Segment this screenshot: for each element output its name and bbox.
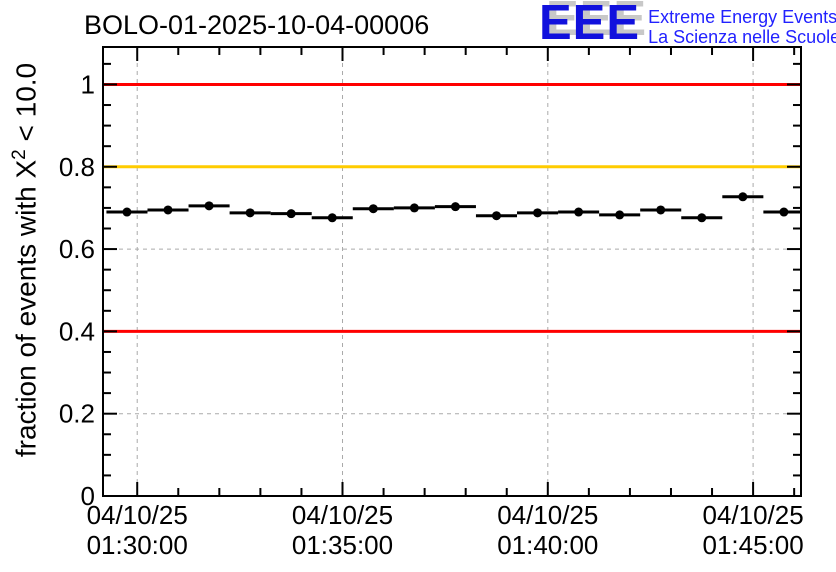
data-point [122, 207, 132, 217]
data-point [245, 208, 255, 218]
x-axis-tick-label-time: 01:40:00 [497, 530, 598, 560]
data-point [163, 205, 173, 215]
eee-logo: EEE Extreme Energy Events La Scienza nel… [539, 0, 836, 50]
logo-tagline-2: La Scienza nelle Scuole [648, 27, 836, 47]
data-point [204, 201, 214, 211]
data-point [533, 208, 543, 218]
data-point [409, 203, 419, 213]
y-axis-tick-label: 0.4 [59, 316, 95, 346]
x-axis-tick-label-date: 04/10/25 [87, 500, 188, 530]
x-axis-tick-label-time: 01:45:00 [702, 530, 803, 560]
data-point [327, 213, 337, 223]
x-axis-tick-label-time: 01:30:00 [87, 530, 188, 560]
x-axis-tick-label-date: 04/10/25 [292, 500, 393, 530]
data-point [697, 213, 707, 223]
y-axis-tick-label: 1 [81, 69, 95, 99]
data-point [286, 209, 296, 219]
data-point [615, 210, 625, 220]
data-point [656, 205, 666, 215]
logo-tagline-1: Extreme Energy Events [648, 7, 836, 27]
data-point [738, 192, 748, 202]
data-point [368, 204, 378, 214]
y-axis-tick-label: 0.2 [59, 399, 95, 429]
data-point [450, 202, 460, 212]
data-point [491, 211, 501, 221]
plot-frame [102, 46, 802, 497]
x-axis-tick-label-time: 01:35:00 [292, 530, 393, 560]
page-title: BOLO-01-2025-10-04-00006 [84, 10, 430, 40]
x-axis-tick-label-date: 04/10/25 [702, 500, 803, 530]
y-axis-tick-label: 0.6 [59, 234, 95, 264]
eee-logo-taglines: Extreme Energy Events La Scienza nelle S… [648, 7, 836, 47]
y-axis-tick-label: 0.8 [59, 152, 95, 182]
x-axis-tick-label-date: 04/10/25 [497, 500, 598, 530]
data-point [779, 207, 789, 217]
data-point [574, 207, 584, 217]
eee-logo-letters: EEE [539, 0, 641, 50]
y-axis-tick-label: 0 [81, 481, 95, 511]
